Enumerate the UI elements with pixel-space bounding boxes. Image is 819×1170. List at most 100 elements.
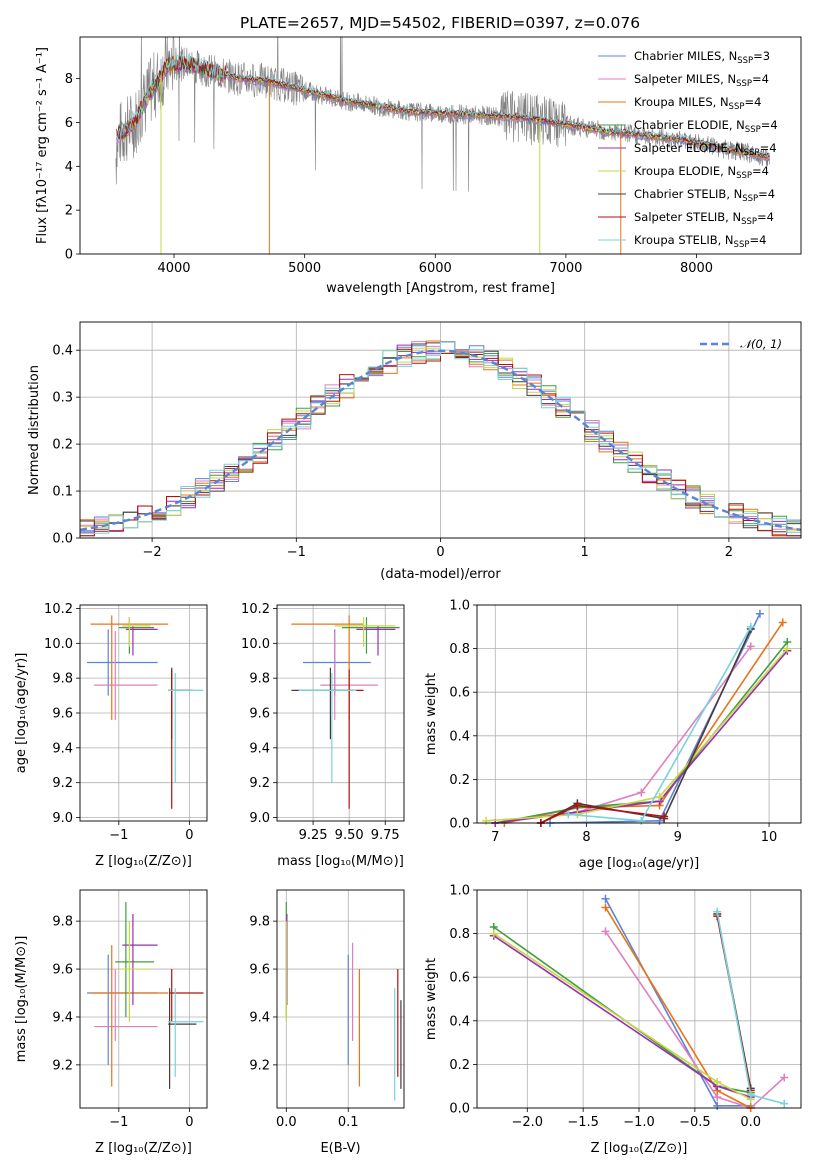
legend-label: Kroupa ELODIE, NSSP=4 (634, 164, 769, 181)
plus-marker (755, 609, 764, 618)
x-axis-label: age [log₁₀(age/yr)] (579, 856, 700, 871)
legend-label: Chabrier ELODIE, NSSP=4 (634, 118, 778, 135)
legend-label: Chabrier STELIB, NSSP=4 (634, 187, 775, 204)
data-point (356, 625, 396, 656)
series-line (564, 622, 755, 825)
y-tick-label: 10.0 (44, 637, 73, 652)
plus-marker (780, 1099, 789, 1108)
plus-marker (655, 792, 664, 801)
x-tick-label: 9.75 (371, 828, 400, 843)
legend-label: Salpeter ELODIE, NSSP=4 (634, 141, 777, 158)
axes-frame (476, 604, 802, 824)
legend-label: Kroupa MILES, NSSP=4 (634, 95, 761, 112)
plus-marker (489, 929, 498, 938)
y-tick-label: 0.4 (449, 729, 470, 744)
spectrum-lines (115, 37, 770, 254)
data-point (122, 913, 158, 1005)
x-axis-label: Z [log₁₀(Z/Z⊙)] (95, 1141, 192, 1156)
series-path (486, 648, 788, 822)
plus-marker (601, 903, 610, 912)
x-tick-label: 9 (674, 830, 682, 845)
y-tick-label: 9.6 (249, 963, 270, 978)
plus-marker (713, 1077, 722, 1086)
y-tick-label: 6 (65, 116, 73, 131)
y-tick-label: 0.4 (449, 1014, 470, 1029)
plus-marker (601, 894, 610, 903)
y-tick-label: 10.0 (241, 637, 270, 652)
series-path (604, 930, 785, 1109)
series-line (536, 624, 755, 827)
x-tick-label: 9.25 (299, 828, 328, 843)
y-axis-label: mass [log₁₀(M/M⊙)] (14, 936, 29, 1063)
x-tick-label: 8000 (680, 261, 713, 276)
y-tick-label: 0 (65, 248, 73, 263)
y-tick-label: 1.0 (449, 599, 470, 614)
x-tick-label: 0.0 (740, 1115, 761, 1130)
y-tick-label: 4 (65, 160, 73, 175)
plus-marker (601, 927, 610, 936)
panel-8: −2.0 −1.5 −1.0 −0.5 0.0 0.0 0.2 0.4 0.6 0.8 1.0 Z [… (424, 884, 802, 1156)
x-axis-label: E(B-V) (320, 1141, 360, 1156)
y-axis-label: mass weight (424, 958, 439, 1040)
y-tick-label: 9.8 (52, 915, 73, 930)
x-tick-label: −2.0 (511, 1115, 543, 1130)
y-tick-label: 8 (65, 72, 73, 87)
y-tick-label: 0.2 (449, 1058, 470, 1073)
series-path (495, 650, 788, 824)
plus-marker (564, 810, 573, 819)
series-path (493, 926, 751, 1094)
x-axis-label: (data-model)/error (380, 567, 501, 582)
x-tick-label: −1 (109, 828, 128, 843)
x-tick-label: −1.5 (567, 1115, 599, 1130)
y-tick-label: 9.4 (249, 1010, 270, 1025)
y-tick-label: 0.8 (449, 927, 470, 942)
plus-marker (482, 816, 491, 825)
plus-marker (783, 644, 792, 653)
data-point (94, 631, 158, 720)
y-tick-label: 2 (65, 204, 73, 219)
x-tick-label: −1 (287, 545, 306, 560)
plus-marker (746, 1090, 755, 1099)
data-point (168, 988, 204, 1077)
x-tick-label: 0.0 (276, 1115, 297, 1130)
plus-marker (780, 1073, 789, 1082)
plus-marker (637, 816, 646, 825)
y-tick-label: 0.2 (52, 438, 73, 453)
panel-3: −1 0 9.0 9.2 9.4 9.6 9.8 10.0 10.2 Z [log₁₀(Z/Z⊙)… (14, 602, 208, 869)
y-tick-label: 1.0 (449, 884, 470, 899)
axes-frame (276, 889, 405, 1109)
y-tick-label: 0.8 (449, 642, 470, 657)
axes-frame (79, 36, 802, 255)
x-tick-label: 7 (491, 830, 499, 845)
y-axis-label: Flux [fλ10⁻¹⁷ erg cm⁻² s⁻¹ A⁻¹] (35, 47, 50, 244)
legend: Chabrier MILES, NSSP=3 Salpeter MILES, NS… (598, 49, 778, 250)
plus-marker (637, 788, 646, 797)
y-tick-label: 0.0 (449, 1102, 470, 1117)
panel-7: 0.0 0.1 9.2 9.4 9.6 9.8 E(B-V) (249, 889, 405, 1156)
x-tick-label: 10 (761, 830, 778, 845)
y-tick-label: 9.4 (52, 1010, 73, 1025)
x-tick-label: 2 (725, 545, 733, 560)
x-tick-label: 5000 (288, 261, 321, 276)
y-tick-label: 9.8 (52, 672, 73, 687)
y-tick-label: 9.0 (249, 811, 270, 826)
series-line (713, 907, 789, 1108)
y-tick-label: 9.2 (52, 776, 73, 791)
series-line (601, 894, 755, 1110)
y-tick-label: 0.2 (449, 773, 470, 788)
y-axis-label: Normed distribution (27, 365, 42, 495)
axes-frame (79, 604, 208, 822)
x-axis-label: mass [log₁₀(M/M⊙)] (277, 854, 404, 869)
x-tick-label: 4000 (157, 261, 190, 276)
plus-marker (746, 642, 755, 651)
residual-histogram (80, 341, 801, 534)
data-point (168, 672, 204, 783)
panel-1: 4000 5000 6000 7000 8000 0 2 4 6 8 wavelength [Ang… (35, 36, 802, 296)
y-axis-label: age [log₁₀(age/yr)] (14, 653, 29, 774)
y-tick-label: 10.2 (241, 602, 270, 617)
y-tick-label: 0.0 (52, 532, 73, 547)
plus-marker (713, 907, 722, 916)
y-tick-label: 9.2 (52, 1058, 73, 1073)
y-tick-label: 0.0 (449, 817, 470, 832)
series-path (493, 932, 752, 1101)
